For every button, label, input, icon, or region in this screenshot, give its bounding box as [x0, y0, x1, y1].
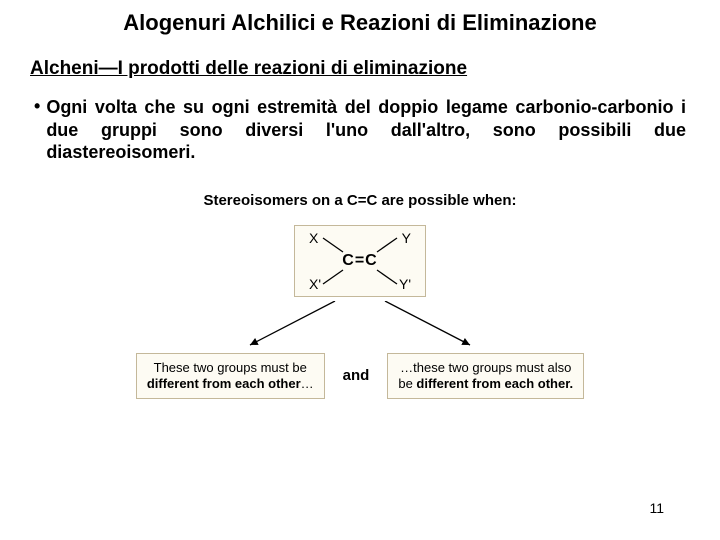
bullet-item: • Ogni volta che su ogni estremità del d…	[30, 96, 690, 164]
left-desc-bold: different from each other	[147, 376, 301, 391]
right-desc-box: …these two groups must also be different…	[387, 353, 584, 400]
diagram-header-bold: C=C	[347, 192, 377, 209]
diagram-header: Stereoisomers on a C=C are possible when…	[203, 192, 516, 209]
right-desc-line1: …these two groups must also	[400, 360, 571, 375]
diagram: Stereoisomers on a C=C are possible when…	[30, 192, 690, 400]
page-number: 11	[649, 500, 664, 516]
diagram-header-prefix: Stereoisomers on a	[203, 192, 346, 209]
and-label: and	[343, 367, 370, 384]
left-desc-line1: These two groups must be	[154, 360, 307, 375]
mol-label-x: X	[309, 230, 318, 246]
diagram-header-suffix: are possible when:	[377, 192, 516, 209]
arrow-lines-icon	[140, 301, 580, 351]
bullet-text: Ogni volta che su ogni estremità del dop…	[46, 96, 686, 164]
arrows	[140, 301, 580, 351]
right-desc-bold: different from each other.	[416, 376, 573, 391]
description-row: These two groups must be different from …	[136, 353, 584, 400]
bullet-marker: •	[34, 96, 40, 117]
molecule-box: C=C X X' Y Y'	[294, 225, 426, 297]
mol-label-xp: X'	[309, 276, 321, 292]
slide-title: Alogenuri Alchilici e Reazioni di Elimin…	[30, 10, 690, 36]
left-desc-trail: …	[301, 376, 314, 391]
slide-subtitle: Alcheni—I prodotti delle reazioni di eli…	[30, 58, 690, 80]
mol-label-yp: Y'	[399, 276, 411, 292]
molecule-center: C=C	[342, 252, 377, 270]
right-desc-line2-pre: be	[398, 376, 416, 391]
mol-label-y: Y	[402, 230, 411, 246]
left-desc-box: These two groups must be different from …	[136, 353, 325, 400]
molecule-row: C=C X X' Y Y'	[30, 225, 690, 297]
molecule-inner: C=C X X' Y Y'	[305, 232, 415, 290]
